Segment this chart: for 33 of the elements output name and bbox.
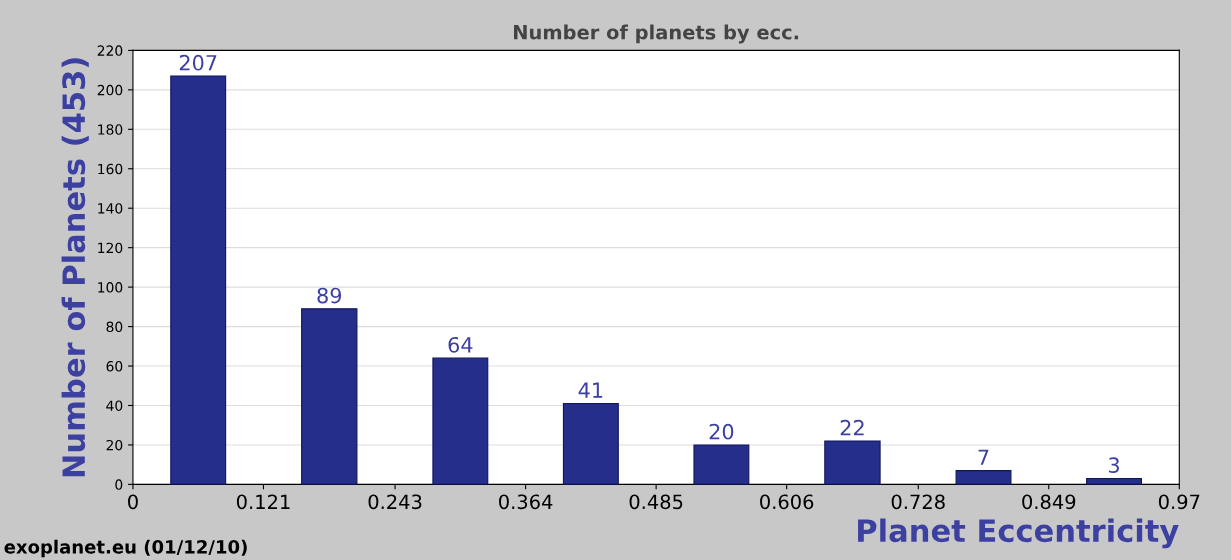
data-label: 64	[448, 336, 473, 353]
y-tick-label: 0	[115, 479, 123, 490]
x-tick-label: 0.243	[368, 494, 422, 510]
x-tick-label: 0.606	[760, 494, 814, 510]
data-label: 7	[978, 449, 989, 465]
x-axis-title: Planet Eccentricity	[858, 518, 1179, 549]
y-tick-label: 120	[98, 242, 123, 254]
y-tick-label: 60	[106, 361, 123, 372]
y-tick-label: 220	[97, 45, 123, 56]
y-tick-label: 160	[98, 163, 123, 175]
x-tick-label: 0.485	[629, 494, 683, 510]
x-tick-label: 0.849	[1022, 494, 1076, 510]
chart-title: Number of planets by ecc.	[514, 24, 799, 44]
data-label: 22	[840, 419, 864, 436]
y-axis-title: Number of Planets (453)	[61, 58, 89, 477]
data-label: 3	[1109, 457, 1119, 474]
y-tick-label: 100	[98, 282, 123, 293]
data-label: 20	[709, 423, 734, 440]
y-tick-label: 80	[106, 321, 123, 333]
y-tick-label: 40	[106, 400, 123, 411]
data-label: 89	[317, 287, 342, 304]
y-tick-label: 140	[98, 203, 123, 214]
data-label: 207	[179, 54, 217, 71]
x-tick-label: 0.364	[499, 494, 553, 510]
text: exoplanet.eu (01/12/10)	[4, 539, 247, 558]
data-label: 41	[578, 382, 603, 398]
x-tick-label: 0	[128, 494, 138, 510]
y-tick-label: 180	[98, 124, 123, 135]
x-tick-label: 0.121	[236, 494, 290, 510]
x-tick-label: 0.728	[891, 494, 945, 510]
y-tick-label: 200	[97, 84, 123, 96]
x-tick-label: 0.97	[1158, 494, 1200, 510]
y-tick-label: 20	[106, 439, 123, 451]
